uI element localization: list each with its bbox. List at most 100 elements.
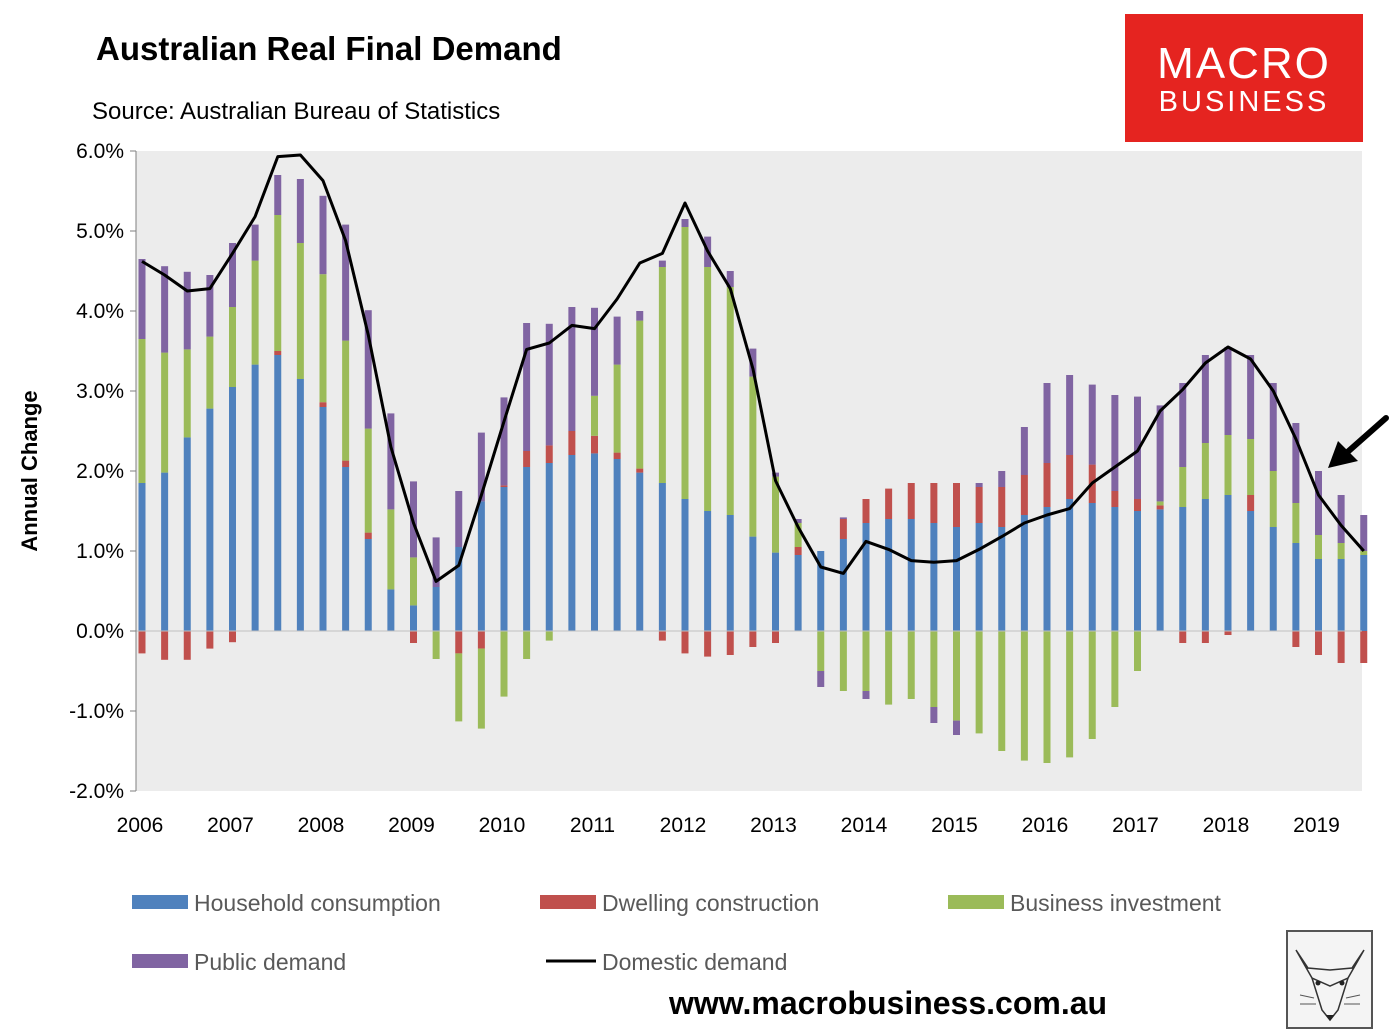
y-tick-label: 3.0% xyxy=(76,380,124,403)
bar-business-investment xyxy=(432,631,440,659)
bar-business-investment xyxy=(1043,631,1051,763)
bar-household-consumption xyxy=(1247,511,1255,631)
bar-household-consumption xyxy=(387,589,395,631)
x-tick-label: 2006 xyxy=(117,814,164,837)
bar-household-consumption xyxy=(477,501,485,631)
bar-household-consumption xyxy=(726,515,734,631)
bar-dwelling-construction xyxy=(975,487,983,523)
bar-dwelling-construction xyxy=(862,499,870,523)
bars-layer xyxy=(138,175,1368,763)
macrobusiness-logo[interactable]: MACRO BUSINESS xyxy=(1125,14,1363,142)
bar-household-consumption xyxy=(862,523,870,631)
bar-business-investment xyxy=(229,307,236,387)
bar-household-consumption xyxy=(817,551,825,631)
legend-item: Business investment xyxy=(948,890,1222,916)
legend-swatch xyxy=(540,895,596,909)
bar-business-investment xyxy=(658,267,666,483)
bar-public-demand xyxy=(1201,355,1209,443)
bar-household-consumption xyxy=(296,379,304,631)
bar-dwelling-construction xyxy=(1292,631,1300,647)
bar-business-investment xyxy=(1337,543,1345,559)
bar-dwelling-construction xyxy=(726,631,734,655)
x-tick-label: 2014 xyxy=(841,814,888,837)
bar-household-consumption xyxy=(1156,509,1164,631)
bar-household-consumption xyxy=(319,407,327,631)
bar-public-demand xyxy=(364,310,372,429)
bar-dwelling-construction xyxy=(1360,631,1368,663)
bar-public-demand xyxy=(1247,355,1255,439)
bar-business-investment xyxy=(1066,631,1074,758)
bar-household-consumption xyxy=(1315,559,1322,631)
y-tick-label: 5.0% xyxy=(76,220,124,243)
bar-household-consumption xyxy=(274,355,282,631)
bar-public-demand xyxy=(658,260,666,267)
bar-business-investment xyxy=(1224,435,1232,495)
bar-business-investment xyxy=(613,364,621,453)
legend: Household consumption Dwelling constructi… xyxy=(132,890,1222,975)
x-tick-label: 2013 xyxy=(750,814,797,837)
bar-dwelling-construction xyxy=(1043,463,1051,507)
bar-business-investment xyxy=(1020,631,1028,761)
legend-item: Dwelling construction xyxy=(540,890,819,916)
bar-dwelling-construction xyxy=(568,431,576,455)
legend-item: Household consumption xyxy=(132,890,441,916)
bar-dwelling-construction xyxy=(319,402,327,407)
bar-business-investment xyxy=(364,428,372,533)
bar-dwelling-construction xyxy=(545,445,553,463)
bar-public-demand xyxy=(342,224,350,341)
legend-item: Domestic demand xyxy=(546,949,787,975)
bar-public-demand xyxy=(862,691,870,699)
bar-dwelling-construction xyxy=(636,468,644,473)
bar-household-consumption xyxy=(1066,499,1074,631)
bar-business-investment xyxy=(1201,443,1209,499)
chart-subtitle: Source: Australian Bureau of Statistics xyxy=(92,98,500,125)
bar-public-demand xyxy=(613,316,621,365)
y-axis-ticks: -2.0% -1.0% 0.0% 1.0% 2.0% 3.0% 4.0% 5.0% 6.0% xyxy=(69,140,136,803)
bar-household-consumption xyxy=(183,437,191,631)
bar-household-consumption xyxy=(1269,527,1277,631)
x-tick-label: 2010 xyxy=(479,814,526,837)
line-domestic-demand xyxy=(141,153,1365,583)
bar-dwelling-construction xyxy=(1156,505,1164,510)
bar-public-demand xyxy=(1337,495,1345,543)
bar-public-demand xyxy=(998,471,1006,487)
logo-line-1: MACRO xyxy=(1157,39,1331,88)
bar-dwelling-construction xyxy=(658,631,666,641)
x-tick-label: 2018 xyxy=(1203,814,1250,837)
bar-public-demand xyxy=(726,271,734,287)
bar-dwelling-construction xyxy=(229,631,236,643)
bar-household-consumption xyxy=(1134,511,1141,631)
bar-business-investment xyxy=(523,631,531,659)
bar-business-investment xyxy=(1269,471,1277,527)
x-axis-ticks: 2006 2007 2008 2009 2010 2011 2012 2013 2014 2015… xyxy=(117,814,1340,837)
bar-household-consumption xyxy=(568,455,576,631)
bar-business-investment xyxy=(794,523,802,547)
bar-household-consumption xyxy=(1020,515,1028,631)
bar-dwelling-construction xyxy=(704,631,712,657)
bar-dwelling-construction xyxy=(364,532,372,539)
bar-business-investment xyxy=(161,352,169,473)
bar-dwelling-construction xyxy=(274,351,282,355)
bar-public-demand xyxy=(251,224,259,261)
y-tick-label: -1.0% xyxy=(69,700,124,723)
bar-public-demand xyxy=(1066,375,1074,455)
bar-business-investment xyxy=(704,267,712,511)
bar-business-investment xyxy=(636,320,644,469)
bar-public-demand xyxy=(839,517,847,519)
bar-public-demand xyxy=(1156,405,1164,502)
bar-public-demand xyxy=(1111,395,1119,491)
bar-dwelling-construction xyxy=(138,631,146,654)
website-url[interactable]: www.macrobusiness.com.au xyxy=(668,985,1107,1021)
x-tick-label: 2019 xyxy=(1293,814,1340,837)
bar-household-consumption xyxy=(704,511,712,631)
bar-household-consumption xyxy=(1043,507,1051,631)
bar-dwelling-construction xyxy=(342,460,350,467)
bar-public-demand xyxy=(636,311,644,321)
bar-business-investment xyxy=(1292,503,1300,543)
bar-dwelling-construction xyxy=(183,631,191,660)
bar-household-consumption xyxy=(1201,499,1209,631)
bar-public-demand xyxy=(138,259,146,339)
bar-public-demand xyxy=(161,266,169,353)
bar-public-demand xyxy=(1269,383,1277,471)
